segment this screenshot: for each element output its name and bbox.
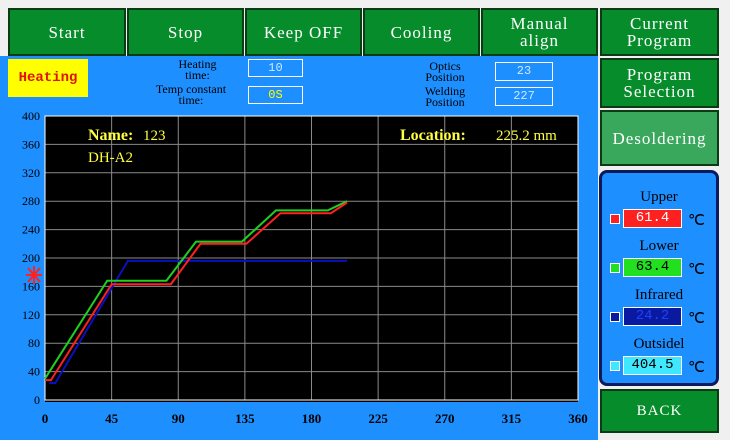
x-tick-label: 45 [105, 411, 119, 426]
temp-value: 24.2 [623, 307, 682, 326]
x-tick-label: 270 [435, 411, 455, 426]
y-tick-label: 0 [34, 393, 40, 407]
y-tick-label: 280 [22, 194, 40, 208]
temp-constant-time-label: Temp constant time: [155, 82, 227, 107]
temp-swatch [610, 361, 620, 371]
heating-time-label: Heating time: [178, 57, 217, 82]
name-label: Name: [88, 127, 133, 144]
temp-label: Outsidel [633, 336, 685, 352]
location-label: Location: [400, 127, 466, 144]
series-line [44, 200, 348, 380]
y-tick-label: 40 [28, 365, 40, 379]
temp-value: 63.4 [623, 258, 682, 277]
start-button[interactable]: Start [8, 8, 126, 56]
y-tick-label: 360 [22, 137, 40, 151]
temp-unit: ℃ [688, 213, 705, 229]
series-line [49, 259, 348, 384]
y-tick-label: 160 [22, 279, 40, 293]
x-tick-label: 360 [568, 411, 588, 426]
y-tick-label: 240 [22, 223, 40, 237]
temp-value: 404.5 [623, 356, 682, 375]
program-selection-button[interactable]: Program Selection [600, 58, 719, 108]
optics-position-input[interactable]: 23 [495, 62, 553, 81]
x-tick-label: 0 [42, 411, 49, 426]
x-tick-label: 135 [235, 411, 255, 426]
temp-unit: ℃ [688, 262, 705, 278]
temp-unit: ℃ [688, 311, 705, 327]
keep-off-button[interactable]: Keep OFF [245, 8, 362, 56]
welding-position-input[interactable]: 227 [495, 87, 553, 106]
temp-swatch [610, 214, 620, 224]
optics-position-label: Optics Position [425, 59, 465, 84]
y-tick-label: 120 [22, 308, 40, 322]
temp-label: Upper [640, 189, 678, 205]
model-label: DH-A2 [88, 150, 133, 166]
temp-swatch [610, 263, 620, 273]
temp-label: Lower [639, 238, 679, 254]
stop-button[interactable]: Stop [127, 8, 244, 56]
temp-label: Infrared [634, 287, 684, 303]
y-tick-label: 400 [22, 109, 40, 123]
plot-border [44, 115, 579, 401]
temp-value: 61.4 [623, 209, 682, 228]
y-tick-label: 200 [22, 251, 40, 265]
x-tick-label: 90 [172, 411, 185, 426]
x-tick-label: 180 [302, 411, 322, 426]
current-program-button[interactable]: Current Program [600, 8, 719, 56]
mode-indicator: Heating [8, 59, 88, 97]
y-tick-label: 320 [22, 166, 40, 180]
temp-constant-time-input[interactable]: 0S [248, 86, 303, 104]
setpoint-marker [26, 266, 42, 284]
heating-time-input[interactable]: 10 [248, 59, 303, 77]
series-line [45, 201, 348, 382]
temp-unit: ℃ [688, 360, 705, 376]
cooling-button[interactable]: Cooling [363, 8, 480, 56]
manual-align-button[interactable]: Manual align [481, 8, 598, 56]
temp-swatch [610, 312, 620, 322]
temperature-panel: Upper 61.4 ℃ Lower 63.4 ℃ Infrared 24.2 ℃ Outside… [599, 170, 719, 386]
x-tick-label: 315 [502, 411, 522, 426]
x-tick-label: 225 [368, 411, 388, 426]
y-tick-label: 80 [28, 336, 40, 350]
name-value: 123 [143, 128, 166, 144]
location-value: 225.2 mm [496, 128, 557, 144]
welding-position-label: Welding Position [424, 84, 466, 109]
back-button[interactable]: BACK [600, 389, 719, 433]
desoldering-button[interactable]: Desoldering [600, 110, 719, 166]
